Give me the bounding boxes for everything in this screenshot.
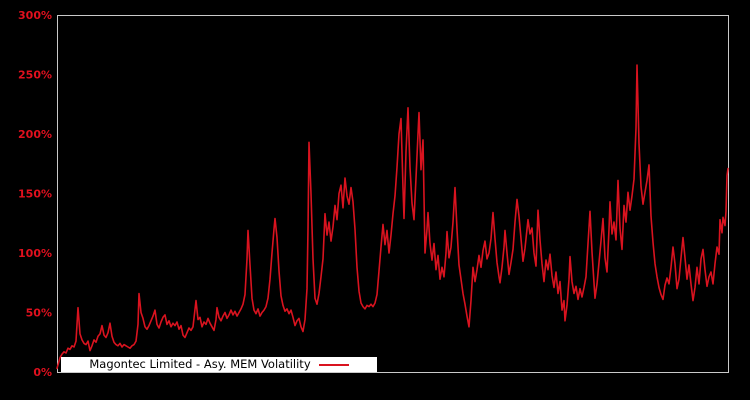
y-axis-tick-label: 100% xyxy=(18,247,52,260)
y-axis-tick-label: 50% xyxy=(26,307,52,320)
legend-line-sample-icon xyxy=(318,363,349,366)
legend-series-label: Magontec Limited - Asy. MEM Volatility xyxy=(89,356,311,371)
y-axis-tick-label: 0% xyxy=(33,366,52,379)
y-axis-tick-label: 150% xyxy=(18,188,52,201)
y-axis-tick-label: 200% xyxy=(18,128,52,141)
y-axis-tick-label: 250% xyxy=(18,69,52,82)
y-axis-tick-label: 300% xyxy=(18,9,52,22)
legend: Magontec Limited - Asy. MEM Volatility xyxy=(61,357,377,372)
volatility-line-series xyxy=(56,64,729,370)
plot-border xyxy=(57,15,729,373)
